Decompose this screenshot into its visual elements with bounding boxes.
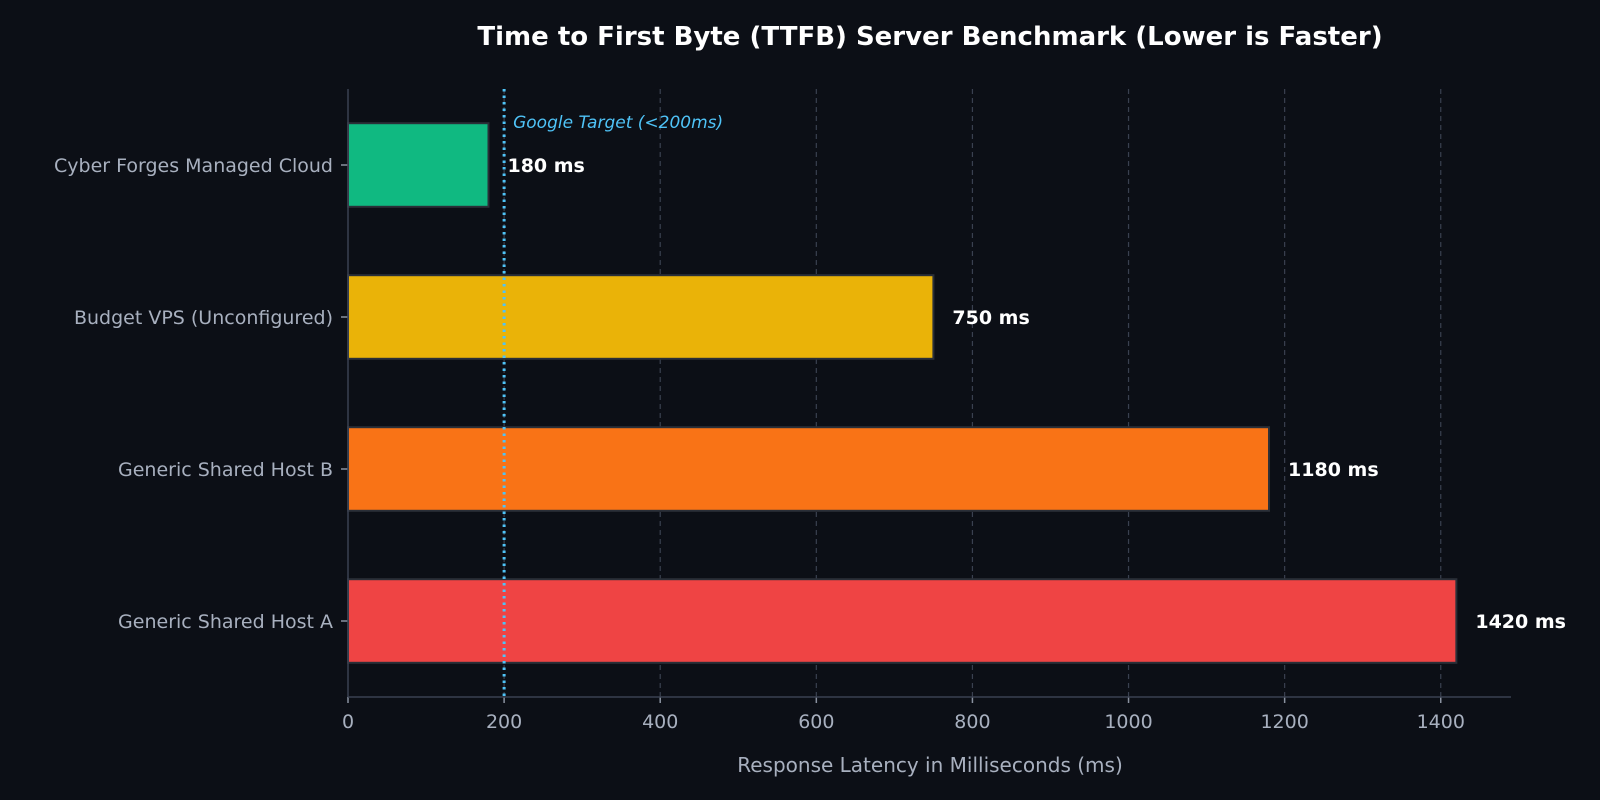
chart-title: Time to First Byte (TTFB) Server Benchma…	[477, 22, 1382, 52]
axis-layer: 0 200 400 600 800 1000 1200 1400 Cyber Forges Ma…	[54, 89, 1511, 733]
bar-layer: 180 ms 750 ms 1180 ms 1420 ms	[347, 122, 1566, 664]
bar	[347, 274, 935, 360]
value-label: 750 ms	[952, 307, 1029, 329]
x-tick-label: 1400	[1417, 711, 1465, 733]
x-tick-label: 800	[954, 711, 990, 733]
bar	[347, 578, 1458, 664]
value-label: 1180 ms	[1288, 459, 1379, 481]
x-tick-label: 1000	[1104, 711, 1152, 733]
category-label: Generic Shared Host A	[118, 611, 333, 633]
x-tick-label: 0	[342, 711, 354, 733]
x-tick-label: 600	[798, 711, 834, 733]
bar	[347, 426, 1271, 512]
value-label: 1420 ms	[1475, 611, 1566, 633]
x-tick-label: 200	[486, 711, 522, 733]
reference-layer: Google Target (<200ms)	[502, 89, 723, 697]
reference-line-label: Google Target (<200ms)	[513, 113, 723, 133]
category-label: Cyber Forges Managed Cloud	[54, 155, 333, 177]
category-label: Generic Shared Host B	[118, 459, 333, 481]
x-tick-label: 400	[642, 711, 678, 733]
bar	[347, 122, 490, 208]
x-tick-label: 1200	[1260, 711, 1308, 733]
category-label: Budget VPS (Unconfigured)	[74, 307, 333, 329]
x-axis-label: Response Latency in Milliseconds (ms)	[737, 753, 1123, 777]
value-label: 180 ms	[507, 155, 584, 177]
